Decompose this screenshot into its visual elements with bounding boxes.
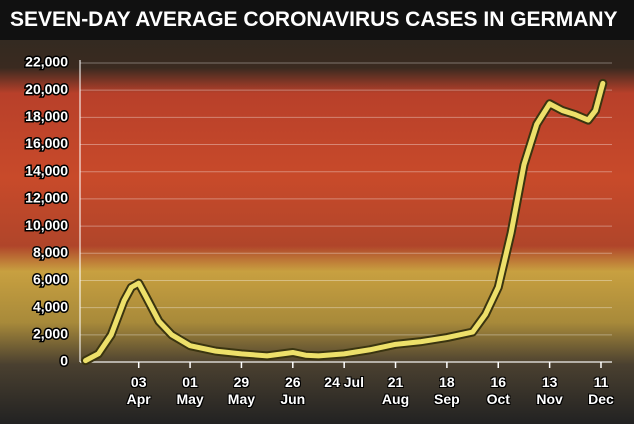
- x-tick-label: 11 Dec: [588, 374, 614, 407]
- y-tick-label: 18,000: [25, 108, 68, 124]
- x-tick-label: 24 Jul: [324, 374, 364, 390]
- x-tick-label: 21 Aug: [381, 374, 410, 407]
- x-tick-label: 03 Apr: [126, 374, 151, 407]
- chart-title: SEVEN-DAY AVERAGE CORONAVIRUS CASES IN G…: [0, 0, 634, 40]
- y-tick-label: 22,000: [25, 54, 68, 70]
- x-tick-label: 29 May: [227, 374, 256, 407]
- y-tick-label: 2,000: [33, 326, 68, 342]
- x-tick-label: 26 Jun: [280, 374, 306, 407]
- x-tick-label: 16 Oct: [486, 374, 510, 407]
- y-tick-label: 16,000: [25, 135, 68, 151]
- y-tick-label: 8,000: [33, 244, 68, 260]
- x-tick-label: 13 Nov: [536, 374, 563, 407]
- x-tick-label: 01 May: [176, 374, 204, 407]
- x-tick-label: 18 Sep: [434, 374, 460, 407]
- y-tick-label: 4,000: [33, 298, 68, 314]
- y-tick-label: 6,000: [33, 271, 68, 287]
- y-tick-label: 14,000: [25, 162, 68, 178]
- y-tick-label: 10,000: [25, 217, 68, 233]
- y-tick-label: 0: [60, 353, 68, 369]
- y-tick-label: 12,000: [25, 190, 68, 206]
- series-line: [83, 80, 606, 364]
- y-tick-label: 20,000: [25, 81, 68, 97]
